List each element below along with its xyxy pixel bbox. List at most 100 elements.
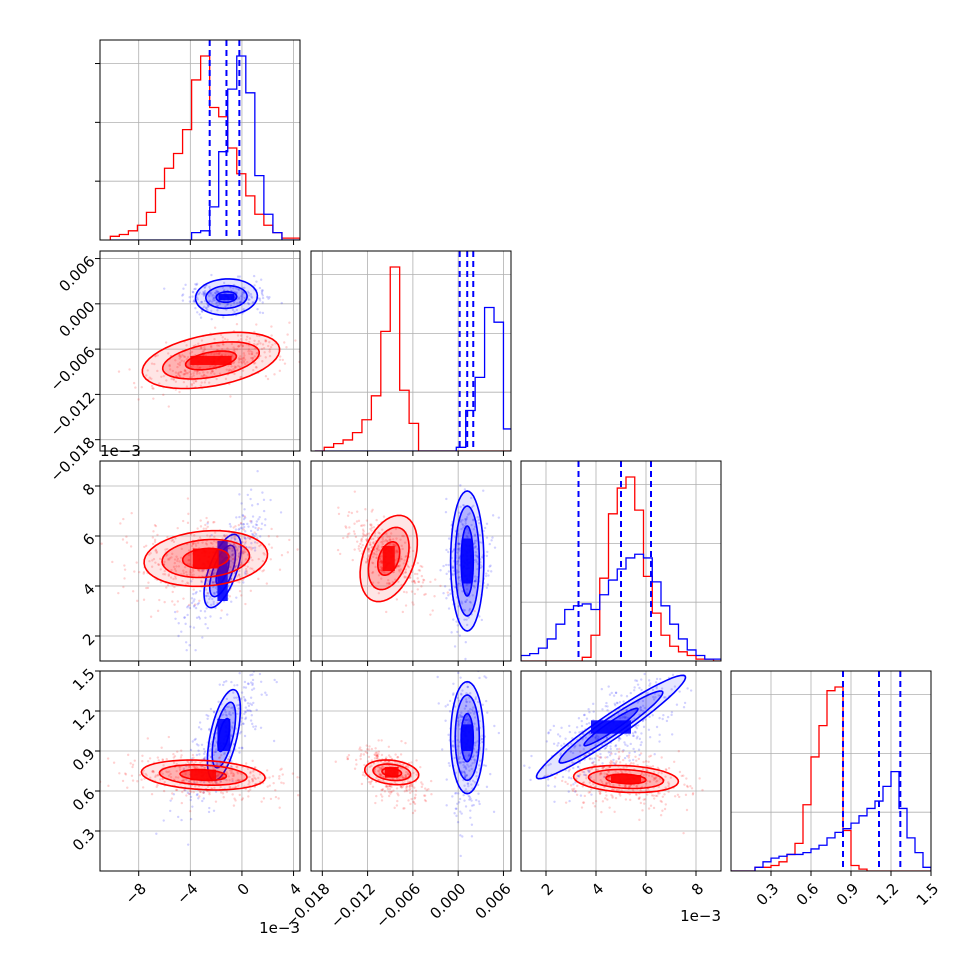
scatter-point — [258, 544, 261, 548]
scatter-point — [223, 289, 226, 292]
scatter-point — [210, 787, 213, 790]
scatter-point — [192, 372, 195, 375]
scatter-point — [235, 765, 238, 768]
scatter-point — [261, 360, 264, 363]
scatter-point — [152, 530, 155, 533]
scatter-point — [166, 535, 169, 539]
scatter-point — [250, 548, 253, 551]
scatter-point — [547, 732, 550, 735]
scatter-point — [267, 535, 270, 538]
scatter-point — [380, 568, 384, 572]
scatter-point — [452, 618, 455, 621]
scatter-point — [183, 372, 187, 376]
scatter-point — [567, 790, 570, 793]
scatter-point — [689, 785, 692, 788]
scatter-point — [615, 747, 619, 751]
scatter-point — [463, 799, 466, 802]
scatter-point — [386, 540, 389, 543]
scatter-point — [206, 591, 209, 595]
scatter-point — [179, 355, 183, 359]
scatter-point — [441, 748, 444, 751]
scatter-point — [377, 765, 381, 769]
scatter-point — [225, 790, 229, 794]
scatter-point — [472, 504, 475, 508]
scatter-point — [342, 536, 345, 540]
scatter-point — [445, 572, 448, 576]
scatter-point — [355, 520, 359, 523]
scatter-point — [235, 779, 238, 783]
scatter-point — [608, 761, 612, 764]
scatter-point — [275, 680, 278, 684]
scatter-point — [411, 785, 414, 788]
scatter-point — [606, 798, 609, 801]
y-tick-label: 8 — [79, 480, 98, 499]
scatter-point — [370, 759, 374, 762]
scatter-point — [176, 600, 180, 603]
scatter-point — [346, 514, 350, 517]
scatter-point — [380, 788, 383, 792]
scatter-point — [247, 704, 251, 708]
scatter-point — [617, 788, 621, 792]
scatter-point — [612, 694, 616, 697]
scatter-point — [190, 580, 193, 583]
scatter-point — [264, 374, 268, 378]
scatter-point — [654, 777, 657, 780]
scatter-point — [396, 756, 399, 759]
scatter-point — [124, 773, 128, 776]
scatter-point — [451, 572, 454, 576]
scatter-point — [201, 541, 204, 544]
scatter-point — [574, 781, 577, 784]
scatter-point — [388, 581, 391, 585]
scatter-point — [238, 581, 241, 584]
scatter-point — [549, 728, 552, 732]
scatter-point — [670, 711, 674, 714]
scatter-point — [267, 297, 270, 300]
panel-3-0 — [100, 671, 300, 871]
scatter-point — [146, 586, 150, 590]
scatter-point — [154, 549, 157, 552]
x-tick-label: 6 — [638, 880, 657, 899]
scatter-point — [156, 783, 159, 787]
scatter-point — [181, 779, 185, 782]
scatter-point — [613, 810, 616, 814]
histogram-series-b — [109, 55, 300, 240]
scatter-point — [232, 557, 235, 561]
scatter-point — [610, 691, 613, 695]
scatter-point — [486, 583, 490, 586]
scatter-point — [235, 564, 239, 568]
scatter-point — [380, 545, 384, 548]
scatter-point — [253, 776, 256, 780]
scatter-point — [194, 592, 197, 595]
scatter-point — [592, 779, 596, 782]
scatter-point — [248, 340, 251, 344]
scatter-point — [202, 797, 205, 800]
scatter-point — [399, 568, 403, 571]
scatter-point — [405, 786, 408, 790]
scatter-point — [189, 569, 192, 572]
scatter-point — [447, 761, 451, 765]
density-peak — [190, 355, 232, 365]
scatter-point — [464, 600, 467, 604]
scatter-point — [278, 775, 281, 778]
scatter-point — [281, 773, 284, 776]
scatter-point — [617, 739, 621, 742]
scatter-point — [207, 381, 211, 384]
scatter-point — [152, 387, 155, 390]
scatter-point — [372, 537, 375, 541]
scatter-point — [192, 573, 195, 576]
scatter-point — [196, 792, 199, 796]
scatter-point — [168, 770, 171, 773]
scatter-point — [583, 713, 586, 717]
scatter-point — [242, 549, 245, 553]
scatter-point — [260, 289, 264, 292]
scatter-point — [192, 381, 196, 385]
scatter-point — [365, 534, 368, 537]
scatter-point — [455, 791, 458, 795]
scatter-point — [574, 731, 577, 734]
scatter-point — [176, 776, 180, 779]
scatter-point — [378, 773, 381, 776]
scatter-point — [577, 765, 580, 769]
scatter-point — [645, 782, 648, 785]
scatter-point — [154, 524, 158, 528]
scatter-point — [570, 777, 573, 780]
